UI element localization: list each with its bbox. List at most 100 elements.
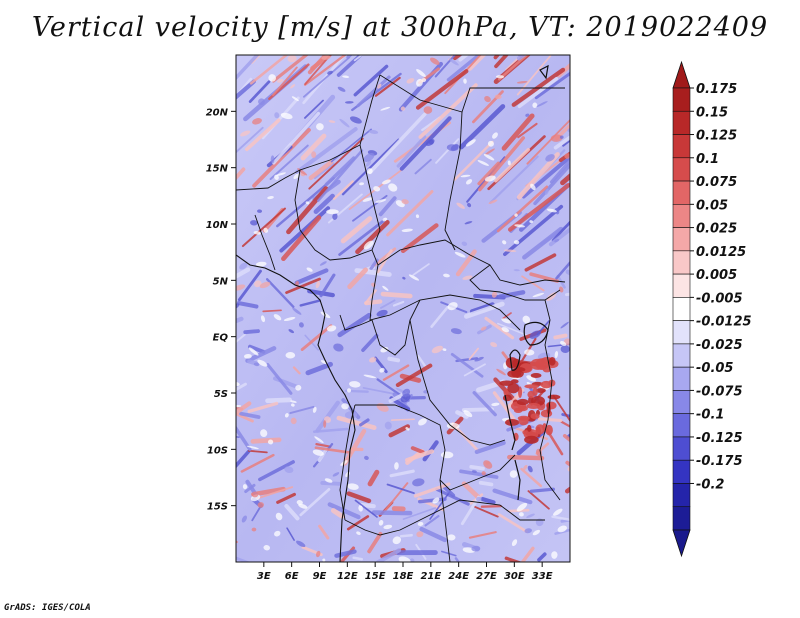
field-blob bbox=[347, 388, 352, 393]
field-streak bbox=[346, 55, 353, 60]
field-streak bbox=[207, 181, 233, 210]
field-streak bbox=[602, 485, 623, 492]
colorbar-tick-label: 0.05 bbox=[696, 198, 728, 213]
border-line bbox=[439, 479, 451, 562]
field-streak bbox=[520, 546, 535, 562]
field-blob bbox=[380, 346, 389, 353]
lat-tick-label: EQ bbox=[213, 333, 229, 344]
field-blob bbox=[466, 179, 473, 185]
field-streak bbox=[609, 318, 614, 325]
field-blob bbox=[283, 316, 296, 322]
colorbar-tick-label: 0.0125 bbox=[696, 245, 746, 260]
field-blob bbox=[456, 202, 465, 209]
field-streak bbox=[599, 322, 631, 326]
field-blob bbox=[244, 353, 252, 359]
field-streak bbox=[338, 219, 386, 256]
field-blob bbox=[296, 540, 306, 548]
field-blob bbox=[502, 240, 507, 245]
field-blob bbox=[285, 352, 296, 359]
lake-outline bbox=[539, 64, 549, 80]
field-streak bbox=[244, 118, 281, 152]
field-streak bbox=[596, 426, 630, 427]
field-blob bbox=[560, 345, 570, 354]
field-blob bbox=[252, 118, 262, 125]
field-blob bbox=[382, 217, 388, 222]
field-blob bbox=[259, 281, 271, 289]
field-blob bbox=[394, 462, 399, 470]
field-blob bbox=[323, 420, 327, 428]
field-streak bbox=[355, 220, 390, 255]
field-streak bbox=[257, 486, 294, 500]
colorbar-swatch bbox=[672, 343, 691, 368]
field-blob bbox=[544, 188, 549, 195]
field-streak bbox=[580, 452, 595, 460]
field-blob bbox=[416, 78, 423, 87]
field-streak bbox=[369, 258, 379, 271]
field-streak bbox=[504, 556, 523, 562]
colorbar-swatch bbox=[672, 273, 691, 298]
field-streak bbox=[364, 289, 377, 305]
field-blob bbox=[477, 160, 489, 166]
field-streak bbox=[312, 427, 349, 433]
field-blob bbox=[460, 174, 471, 178]
field-blob bbox=[483, 153, 495, 161]
field-streak bbox=[266, 362, 293, 395]
field-streak bbox=[553, 135, 570, 150]
field-streak bbox=[480, 497, 496, 505]
field-blob bbox=[516, 502, 528, 512]
border-line bbox=[539, 299, 561, 501]
field-blob bbox=[333, 343, 344, 352]
field-core bbox=[516, 398, 529, 406]
lake-outline bbox=[514, 459, 521, 501]
field-blob bbox=[332, 472, 340, 477]
field-streak bbox=[281, 215, 322, 262]
field-blob bbox=[423, 106, 433, 114]
field-streak bbox=[236, 540, 238, 544]
field-blob bbox=[402, 388, 411, 397]
field-streak bbox=[341, 138, 400, 196]
field-streak bbox=[201, 352, 226, 356]
border-line bbox=[371, 299, 421, 356]
field-streak bbox=[556, 62, 570, 78]
colorbar-swatch bbox=[672, 110, 691, 135]
field-blob bbox=[529, 330, 541, 339]
field-streak bbox=[236, 55, 260, 81]
field-streak bbox=[598, 14, 622, 38]
field-blob bbox=[463, 78, 467, 84]
field-streak bbox=[467, 55, 487, 71]
field-blob bbox=[495, 75, 505, 79]
field-streak bbox=[489, 155, 539, 204]
field-streak bbox=[346, 515, 370, 531]
lon-tick-label: 15E bbox=[365, 571, 386, 582]
field-streak bbox=[518, 55, 523, 58]
lon-tick-label: 21E bbox=[420, 571, 441, 582]
lat-tick-label: 15S bbox=[207, 502, 228, 513]
field-blob bbox=[401, 199, 409, 205]
field-streak bbox=[593, 26, 645, 76]
field-streak bbox=[419, 526, 448, 543]
field-streak bbox=[400, 223, 439, 254]
field-blob bbox=[291, 96, 299, 102]
field-streak bbox=[573, 172, 617, 206]
field-streak bbox=[600, 208, 655, 249]
field-streak bbox=[386, 190, 434, 237]
field-streak bbox=[389, 469, 415, 478]
field-blob bbox=[267, 196, 274, 200]
field-blob bbox=[339, 118, 350, 128]
field-streak bbox=[330, 508, 345, 519]
colorbar-tick-label: 0.125 bbox=[696, 129, 737, 144]
field-blob bbox=[246, 445, 259, 450]
field-blob bbox=[356, 531, 361, 535]
field-blob bbox=[373, 186, 381, 192]
field-blob bbox=[513, 269, 520, 272]
border-line bbox=[344, 499, 545, 536]
field-blob bbox=[240, 130, 251, 137]
field-blob bbox=[242, 484, 248, 490]
field-streak bbox=[299, 488, 331, 517]
field-blob bbox=[290, 84, 296, 89]
field-blob bbox=[560, 321, 569, 329]
field-streak bbox=[236, 425, 252, 451]
colorbar-tick-label: 0.175 bbox=[696, 82, 737, 97]
field-streak bbox=[601, 447, 607, 454]
field-streak bbox=[380, 291, 413, 299]
